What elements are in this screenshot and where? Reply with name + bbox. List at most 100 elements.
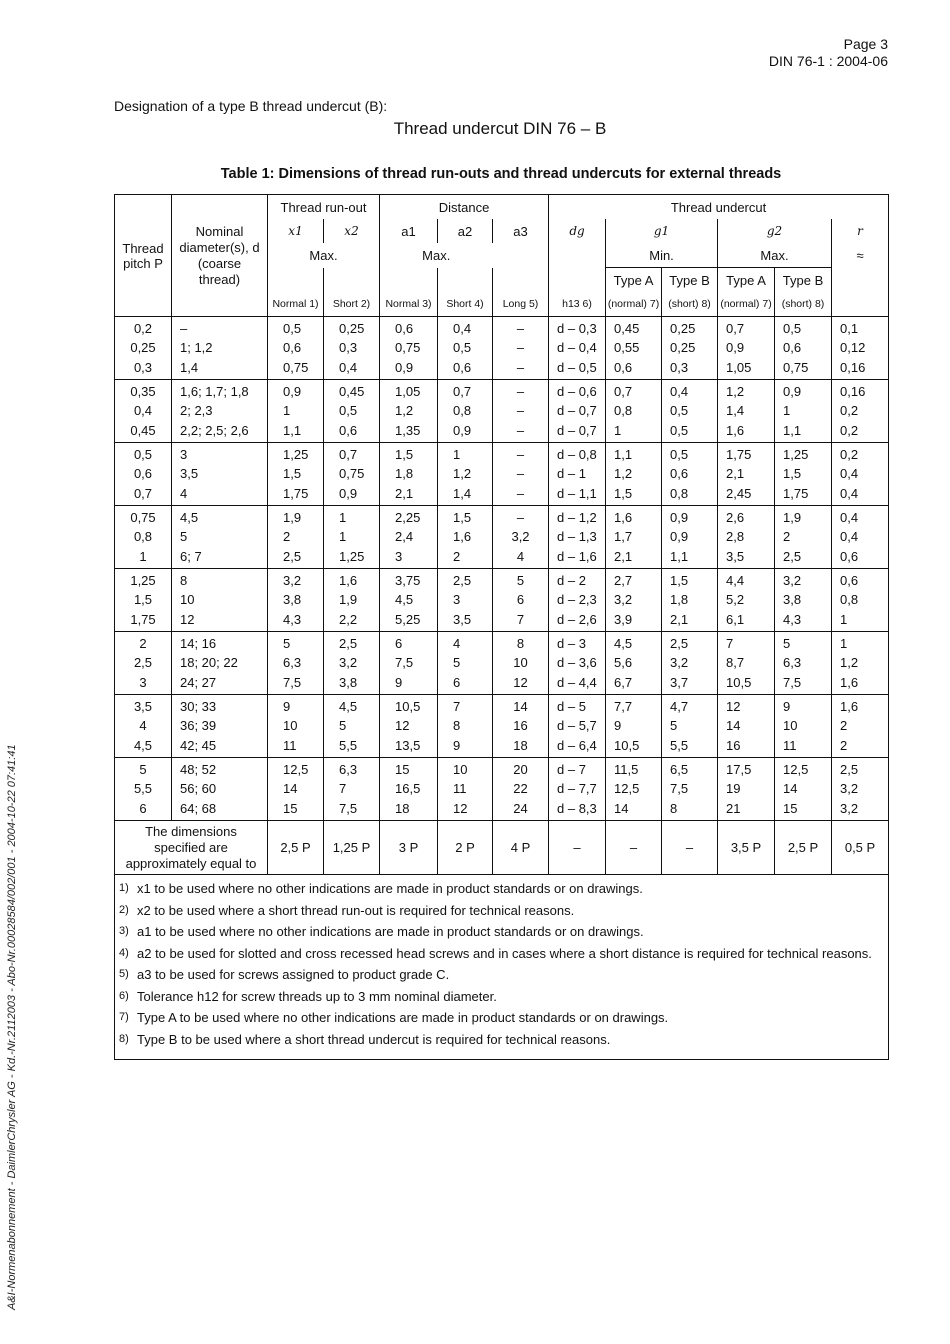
header-short-8: (short) 8) — [774, 292, 832, 317]
cell-dg: d – 2 d – 2,3 d – 2,6 — [548, 568, 606, 632]
cell-a1: 2,25 2,4 3 — [379, 505, 438, 569]
cell-x2: 1 1 1,25 — [323, 505, 380, 569]
footnote-text: x1 to be used where no other indications… — [137, 881, 643, 896]
cell-dg: d – 0,8 d – 1 d – 1,1 — [548, 442, 606, 506]
cell-x1: 3,2 3,8 4,3 — [267, 568, 324, 632]
approx-value-dg: – — [548, 820, 606, 875]
cell-nominal-diameter: – 1; 1,2 1,4 — [171, 316, 268, 380]
cell-a2: 1,5 1,6 2 — [437, 505, 493, 569]
table-row-group: 3,5 4 4,5 30; 33 36; 39 42; 45 9 10 11 4,5 … — [114, 694, 889, 758]
header-g1-min: Min. — [605, 243, 718, 268]
footnote: 8) Type B to be used where a short thread… — [119, 1032, 882, 1047]
cell-a1: 1,05 1,2 1,35 — [379, 379, 438, 443]
cell-r: 0,6 0,8 1 — [831, 568, 889, 632]
approx-value-a3: 4 P — [491, 820, 549, 875]
cell-a2: 2,5 3 3,5 — [437, 568, 493, 632]
footnote-number: 1) — [119, 882, 129, 894]
approx-value-g2-type-a: 3,5 P — [717, 820, 775, 875]
blank-cell — [548, 243, 606, 268]
cell-r: 1 1,2 1,6 — [831, 631, 889, 695]
cell-dg: d – 1,2 d – 1,3 d – 1,6 — [548, 505, 606, 569]
cell-pitch: 0,5 0,6 0,7 — [114, 442, 172, 506]
cell-g1-type-b: 6,5 7,5 8 — [661, 757, 718, 821]
header-nominal-diameter: Nominal diameter(s), d (coarse thread) — [171, 194, 268, 317]
cell-x1: 0,9 1 1,1 — [267, 379, 324, 443]
cell-g2-type-b: 1,25 1,5 1,75 — [774, 442, 832, 506]
footnote-text: a3 to be used for screws assigned to pro… — [137, 967, 450, 982]
blank-cell — [831, 292, 889, 317]
cell-a3: – 3,2 4 — [491, 505, 549, 569]
footnote: 2) x2 to be used where a short thread run… — [119, 903, 882, 918]
header-runout-max: Max. — [267, 243, 380, 268]
cell-g1-type-b: 0,4 0,5 0,5 — [661, 379, 718, 443]
header-r: r — [831, 219, 889, 243]
header-x2: x2 — [323, 219, 380, 243]
footnote-number: 3) — [119, 925, 129, 937]
cell-a2: 0,4 0,5 0,6 — [437, 316, 493, 380]
standard-id: DIN 76-1 : 2004-06 — [768, 53, 888, 69]
footnotes: 1) x1 to be used where no other indicatio… — [114, 874, 889, 1060]
footnote: 4) a2 to be used for slotted and cross re… — [119, 946, 882, 961]
table-row-group: 0,35 0,4 0,45 1,6; 1,7; 1,8 2; 2,3 2,2; 2… — [114, 379, 889, 443]
cell-g2-type-a: 0,7 0,9 1,05 — [717, 316, 775, 380]
header-a2: a2 — [437, 219, 493, 243]
cell-g1-type-a: 11,5 12,5 14 — [605, 757, 662, 821]
header-r-approx: ≈ — [831, 243, 889, 268]
cell-a1: 1,5 1,8 2,1 — [379, 442, 438, 506]
cell-a3: 20 22 24 — [491, 757, 549, 821]
table-row-group: 0,2 0,25 0,3– 1; 1,2 1,4 0,5 0,6 0,75 0,25… — [114, 316, 889, 380]
table-row-group: 2 2,5 3 14; 16 18; 20; 22 24; 27 5 6,3 7,5… — [114, 631, 889, 695]
cell-g2-type-b: 1,9 2 2,5 — [774, 505, 832, 569]
cell-pitch: 0,75 0,8 1 — [114, 505, 172, 569]
cell-dg: d – 0,6 d – 0,7 d – 0,7 — [548, 379, 606, 443]
header-x1: x1 — [267, 219, 324, 243]
cell-x2: 0,7 0,75 0,9 — [323, 442, 380, 506]
approx-value-g1-type-b: – — [661, 820, 718, 875]
blank-cell — [323, 267, 380, 292]
cell-g1-type-a: 7,7 9 10,5 — [605, 694, 662, 758]
footnote-number: 2) — [119, 903, 129, 916]
blank-cell — [437, 267, 493, 292]
approx-value-a1: 3 P — [379, 820, 438, 875]
cell-x2: 4,5 5 5,5 — [323, 694, 380, 758]
cell-x2: 0,25 0,3 0,4 — [323, 316, 380, 380]
approx-value-g2-type-b: 2,5 P — [774, 820, 832, 875]
approx-row-label: The dimensions specified are approximate… — [114, 820, 268, 875]
cell-pitch: 0,2 0,25 0,3 — [114, 316, 172, 380]
footnote-number: 8) — [119, 1032, 129, 1045]
cell-x1: 5 6,3 7,5 — [267, 631, 324, 695]
side-license-note: A&I-Normenabonnement - DaimlerChrysler A… — [6, 744, 18, 1310]
cell-g2-type-b: 5 6,3 7,5 — [774, 631, 832, 695]
cell-g2-type-a: 1,2 1,4 1,6 — [717, 379, 775, 443]
cell-g2-type-a: 1,75 2,1 2,45 — [717, 442, 775, 506]
cell-nominal-diameter: 14; 16 18; 20; 22 24; 27 — [171, 631, 268, 695]
dimensions-table: Thread pitch P Nominal diameter(s), d (c… — [114, 194, 890, 1060]
cell-r: 1,6 2 2 — [831, 694, 889, 758]
page-header: Page 3 DIN 76-1 : 2004-06 — [769, 36, 888, 70]
blank-cell — [491, 267, 549, 292]
footnote-text: a1 to be used where no other indications… — [137, 924, 644, 939]
cell-dg: d – 0,3 d – 0,4 d – 0,5 — [548, 316, 606, 380]
cell-g2-type-a: 17,5 19 21 — [717, 757, 775, 821]
footnote: 7) Type A to be used where no other indic… — [119, 1010, 882, 1025]
footnote-number: 4) — [119, 946, 129, 959]
cell-r: 0,16 0,2 0,2 — [831, 379, 889, 443]
cell-pitch: 1,25 1,5 1,75 — [114, 568, 172, 632]
cell-x1: 1,25 1,5 1,75 — [267, 442, 324, 506]
header-short-4: Short 4) — [437, 292, 493, 317]
header-thread-runout: Thread run-out — [267, 194, 380, 219]
cell-nominal-diameter: 3 3,5 4 — [171, 442, 268, 506]
header-thread-undercut: Thread undercut — [548, 194, 889, 219]
cell-x2: 2,5 3,2 3,8 — [323, 631, 380, 695]
footnote-number: 7) — [119, 1011, 129, 1023]
approx-value-r: 0,5 P — [831, 820, 889, 875]
cell-a1: 0,6 0,75 0,9 — [379, 316, 438, 380]
page-number: Page 3 — [843, 36, 888, 52]
cell-pitch: 2 2,5 3 — [114, 631, 172, 695]
cell-x2: 0,45 0,5 0,6 — [323, 379, 380, 443]
cell-a1: 15 16,5 18 — [379, 757, 438, 821]
footnote: 1) x1 to be used where no other indicatio… — [119, 881, 882, 896]
cell-dg: d – 7 d – 7,7 d – 8,3 — [548, 757, 606, 821]
header-g1-type-a: Type A — [605, 267, 662, 292]
